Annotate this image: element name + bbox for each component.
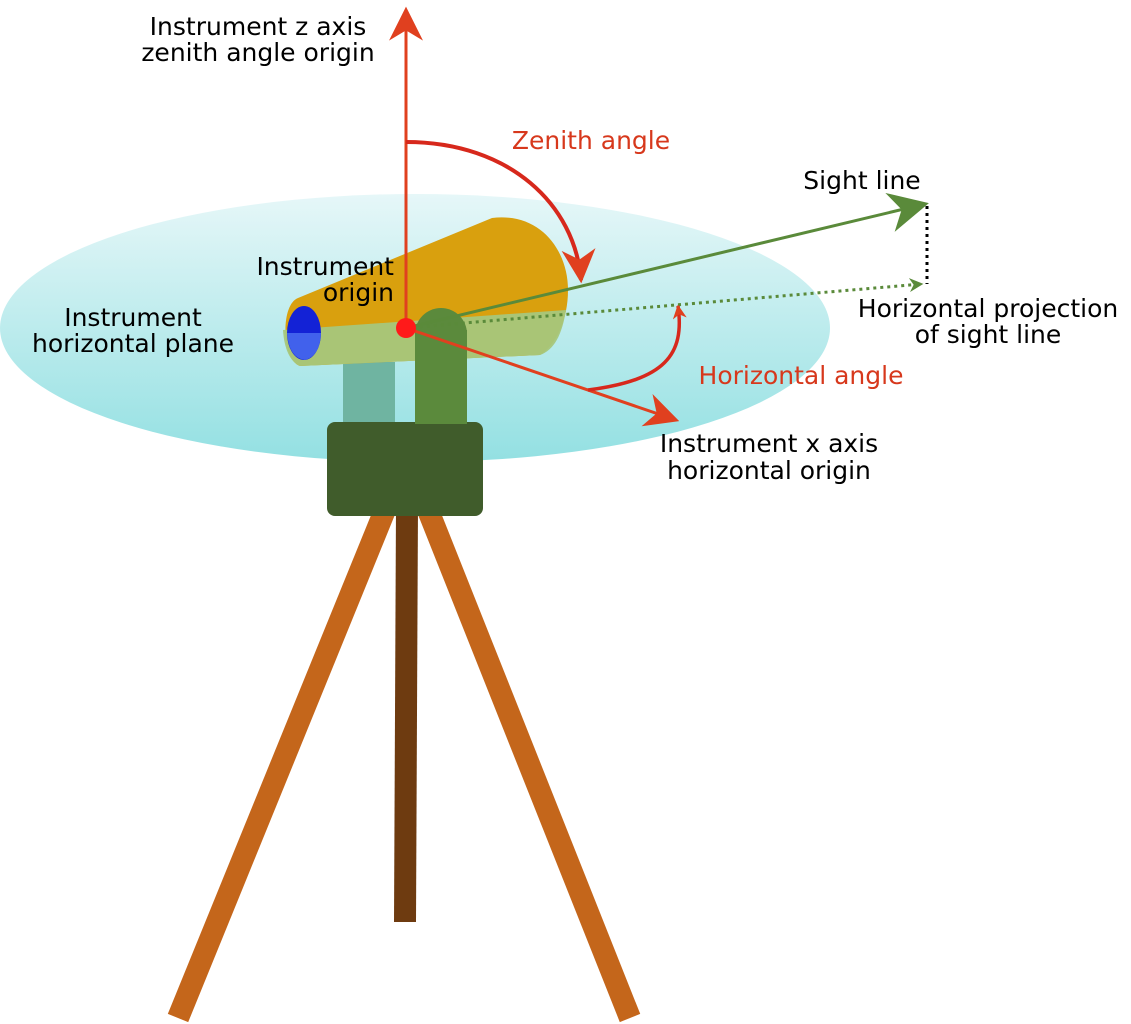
zenith-angle-label: Zenith angle: [512, 126, 670, 155]
x-axis-label-line1: Instrument x axis: [660, 429, 878, 458]
horizontal-projection-line: [405, 278, 924, 330]
instrument-origin-label-line1: Instrument: [256, 252, 394, 281]
horizontal-plane-label-line2: horizontal plane: [32, 329, 234, 358]
telescope-upright-arm-base: [415, 330, 467, 424]
horizontal-projection-label-line1: Horizontal projection: [858, 294, 1118, 323]
z-axis-label-line1: Instrument z axis: [150, 12, 367, 41]
x-axis-label-line2: horizontal origin: [667, 456, 871, 485]
instrument-origin-label-line2: origin: [323, 278, 394, 307]
sight-line-label: Sight line: [803, 166, 920, 195]
tripod-leg-right: [417, 505, 641, 1023]
telescope-lens-lower: [287, 333, 321, 360]
sight-line: [405, 192, 929, 330]
tripod-leg-left: [167, 505, 396, 1023]
instrument-origin-point: [396, 318, 416, 338]
x-axis-line: [405, 326, 680, 427]
horizontal-plane-label-line1: Instrument: [64, 303, 202, 332]
horizontal-projection-label-line2: of sight line: [915, 320, 1062, 349]
horizontal-angle-arc: [587, 304, 687, 392]
horizontal-angle-label: Horizontal angle: [699, 361, 904, 390]
tripod-leg-center: [394, 504, 418, 923]
instrument-base: [327, 422, 483, 516]
z-axis-label-line2: zenith angle origin: [141, 38, 374, 67]
telescope-support-pillar: [343, 362, 395, 422]
tripod: [167, 504, 641, 1023]
zenith-angle-arc: [405, 140, 596, 284]
